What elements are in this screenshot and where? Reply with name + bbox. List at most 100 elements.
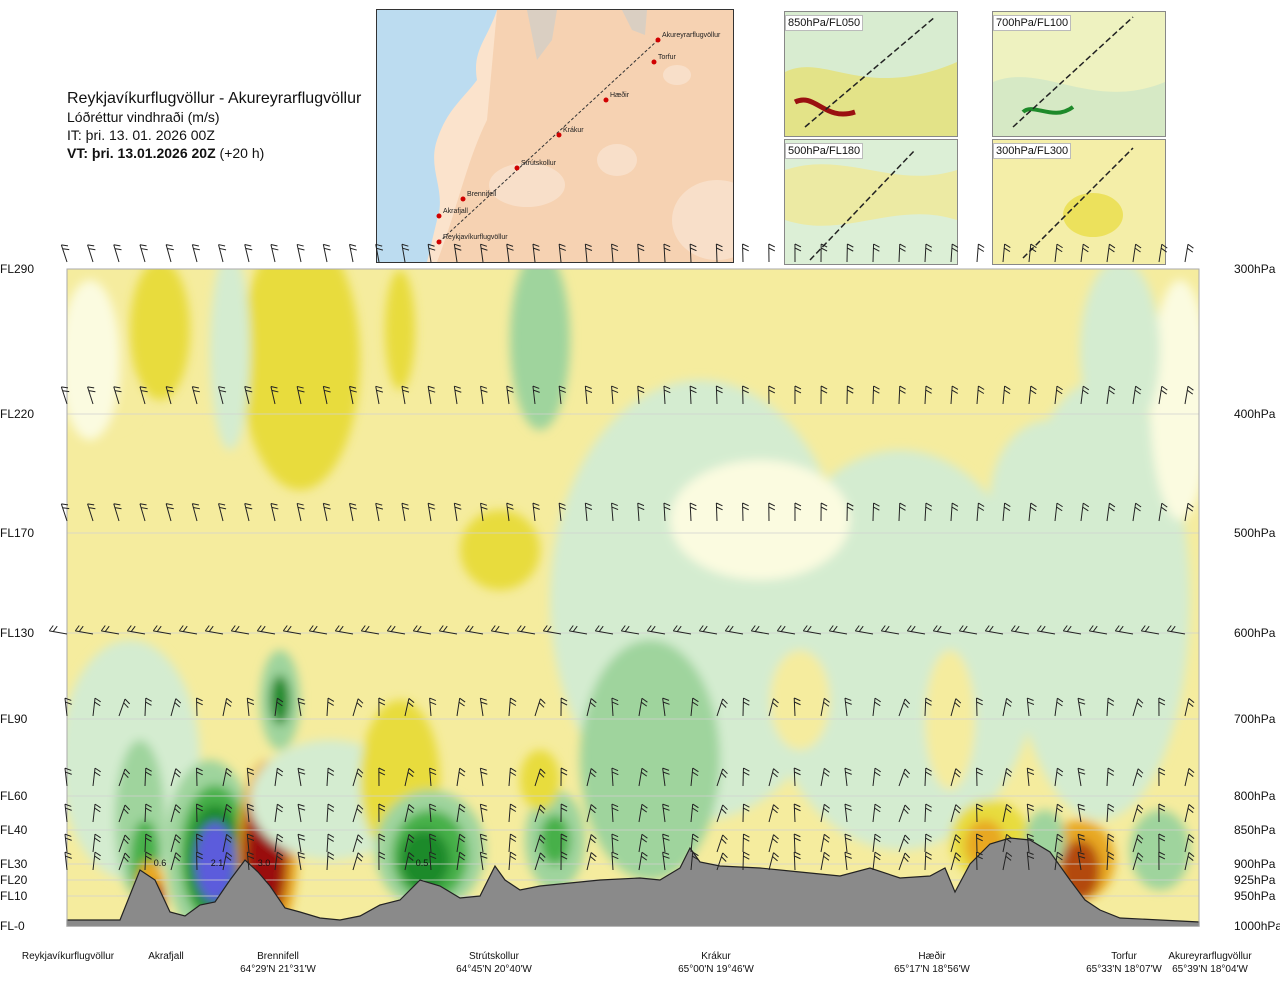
wind-barb xyxy=(326,803,335,823)
wind-barb xyxy=(794,385,802,405)
fl-label: FL10 xyxy=(0,889,28,903)
wind-barb xyxy=(638,767,648,787)
field-cell xyxy=(1130,810,1190,890)
waypoint-coord: 64°45'N 20°40'W xyxy=(456,964,532,975)
wind-barb xyxy=(924,767,932,787)
wind-barb xyxy=(568,625,588,635)
wind-barb xyxy=(906,625,926,635)
wind-barb xyxy=(60,244,70,263)
wind-barb xyxy=(793,851,801,871)
wind-barb xyxy=(404,698,415,717)
fl-label: FL220 xyxy=(0,407,35,421)
waypoint-label: Akrafjall xyxy=(443,208,468,215)
wind-barb xyxy=(1002,385,1011,405)
wind-barb xyxy=(92,833,101,853)
wind-barb xyxy=(1132,834,1144,853)
wind-barb xyxy=(584,243,593,263)
wind-barb xyxy=(429,803,437,823)
wind-barb xyxy=(1158,767,1166,787)
wind-barb xyxy=(844,767,852,787)
wind-barb xyxy=(558,385,566,405)
wind-barb xyxy=(1140,625,1160,635)
wind-barb xyxy=(742,767,750,787)
wind-barb xyxy=(479,851,488,871)
waypoint-axis-label: Krákur 65°00'N 19°46'W xyxy=(656,950,776,976)
wind-barb xyxy=(246,833,255,853)
field-cell xyxy=(210,269,250,450)
wind-barb xyxy=(196,851,203,871)
wind-barb xyxy=(453,502,462,522)
wind-barb xyxy=(638,833,648,853)
wind-barb xyxy=(872,851,881,871)
waypoint-coord: 65°39'N 18°04'W xyxy=(1172,964,1248,975)
wind-barb xyxy=(118,852,131,871)
pressure-label: 700hPa xyxy=(1234,712,1276,726)
wind-barb xyxy=(611,502,619,522)
field-cell xyxy=(460,510,540,590)
field-cell xyxy=(385,270,415,390)
wind-barb xyxy=(144,851,152,871)
wind-barb xyxy=(1028,243,1037,263)
wind-barb xyxy=(690,697,699,717)
wind-barb xyxy=(453,243,462,263)
wind-barb xyxy=(534,804,546,823)
wind-barb xyxy=(480,502,488,522)
wind-barb xyxy=(352,804,364,823)
wind-barb xyxy=(672,625,692,635)
wind-barb xyxy=(924,851,932,871)
wind-barb xyxy=(246,851,255,871)
wind-barb xyxy=(663,385,671,405)
wind-barb xyxy=(958,625,978,635)
wind-barb xyxy=(222,767,233,787)
wind-barb xyxy=(48,625,68,635)
wind-barb xyxy=(1158,833,1166,853)
wind-barb xyxy=(412,625,432,635)
wind-barb xyxy=(508,767,517,787)
valid-time-label: VT: þri. 13.01.2026 20Z xyxy=(67,145,216,161)
wind-barb xyxy=(594,625,614,635)
wind-barb xyxy=(204,625,224,635)
wind-barb xyxy=(270,243,279,263)
wind-barb xyxy=(742,385,749,405)
wind-barb xyxy=(1132,385,1142,405)
wind-barb xyxy=(64,697,72,717)
field-cell xyxy=(1150,280,1199,520)
wind-barb xyxy=(534,768,546,787)
wind-barb xyxy=(872,385,880,405)
fl-label: FL290 xyxy=(0,262,35,276)
wind-barb xyxy=(534,834,546,853)
wind-barb xyxy=(246,803,255,823)
wind-barb xyxy=(820,243,828,263)
wind-barb xyxy=(611,833,619,853)
wind-barb xyxy=(196,767,203,787)
wind-barb xyxy=(222,851,233,871)
wind-barb xyxy=(479,833,488,853)
field-cell xyxy=(130,269,190,400)
wind-barb xyxy=(218,244,227,263)
pressure-label: 925hPa xyxy=(1234,873,1276,887)
wind-barb xyxy=(1088,625,1108,635)
wind-barb xyxy=(768,804,779,823)
wind-barb xyxy=(872,767,881,787)
wind-barb xyxy=(490,625,510,635)
wind-barb xyxy=(1184,768,1195,787)
waypoint-marker xyxy=(460,196,466,202)
wind-barb xyxy=(100,625,120,635)
wind-barb xyxy=(611,767,619,787)
wind-barb xyxy=(924,833,932,853)
waypoint-label: Brennifell xyxy=(467,191,497,198)
wind-barbs xyxy=(48,243,1195,871)
wind-barb xyxy=(274,697,284,717)
wind-barb xyxy=(950,243,959,263)
wind-barb xyxy=(663,502,671,522)
wind-barb xyxy=(1002,833,1013,853)
wind-barb xyxy=(178,625,198,635)
wind-barb xyxy=(662,803,670,823)
wind-barb xyxy=(976,851,983,871)
pressure-label: 850hPa xyxy=(1234,823,1276,837)
wind-barb xyxy=(118,804,131,823)
wind-barb xyxy=(690,767,699,787)
wind-barb xyxy=(218,386,227,405)
wind-barb xyxy=(844,833,852,853)
mini-map-700-label: 700hPa/FL100 xyxy=(993,15,1072,31)
